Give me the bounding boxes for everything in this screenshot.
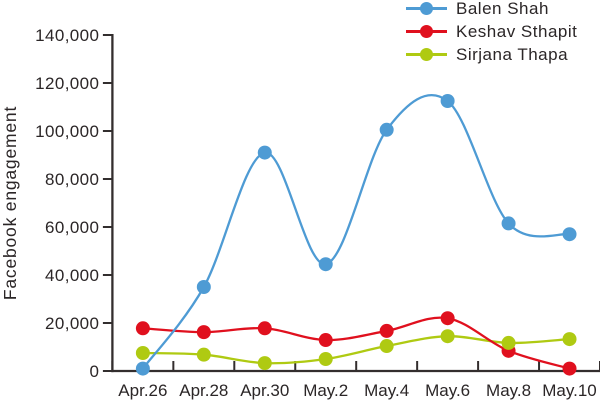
data-point-balen-shah-may-6 bbox=[440, 94, 455, 108]
data-point-keshav-sthapit-may-6 bbox=[440, 311, 455, 326]
x-tick-label: May.6 bbox=[425, 381, 470, 400]
x-tick-label: May.2 bbox=[303, 381, 348, 400]
data-point-keshav-sthapit-apr-30 bbox=[257, 321, 272, 336]
data-point-sirjana-thapa-apr-30 bbox=[257, 356, 272, 371]
data-point-sirjana-thapa-may-8 bbox=[501, 335, 516, 350]
data-point-balen-shah-may-8 bbox=[501, 216, 516, 231]
legend-item-sirjana-thapa: Sirjana Thapa bbox=[406, 43, 577, 66]
y-tick-label: 40,000 bbox=[45, 266, 99, 285]
legend: Balen Shah Keshav Sthapit Sirjana Thapa bbox=[406, 0, 577, 66]
data-point-balen-shah-apr-28 bbox=[196, 280, 211, 294]
x-tick-label: May.8 bbox=[486, 381, 531, 400]
y-tick-label: 20,000 bbox=[45, 314, 99, 333]
data-point-balen-shah-may-10 bbox=[562, 227, 577, 242]
x-tick-label: May.4 bbox=[364, 381, 409, 400]
legend-label: Keshav Sthapit bbox=[456, 21, 578, 41]
x-tick-label: Apr.30 bbox=[240, 381, 289, 400]
legend-label: Sirjana Thapa bbox=[456, 44, 569, 64]
y-tick-label: 100,000 bbox=[35, 122, 99, 141]
data-point-balen-shah-apr-26 bbox=[135, 361, 150, 376]
y-tick-label: 80,000 bbox=[45, 170, 99, 189]
data-point-balen-shah-may-4 bbox=[379, 122, 394, 137]
x-tick-label: Apr.26 bbox=[118, 381, 167, 400]
data-point-sirjana-thapa-apr-26 bbox=[135, 346, 150, 360]
data-point-sirjana-thapa-may-10 bbox=[562, 332, 577, 347]
legend-item-balen-shah: Balen Shah bbox=[406, 0, 577, 20]
data-point-sirjana-thapa-may-2 bbox=[318, 352, 333, 366]
data-point-keshav-sthapit-may-2 bbox=[318, 333, 333, 348]
data-point-keshav-sthapit-may-10 bbox=[562, 361, 577, 376]
data-point-balen-shah-may-2 bbox=[318, 257, 333, 272]
data-point-keshav-sthapit-may-4 bbox=[379, 323, 394, 338]
data-point-sirjana-thapa-may-4 bbox=[379, 339, 394, 354]
data-point-balen-shah-apr-30 bbox=[257, 145, 272, 160]
x-tick-label: May.10 bbox=[542, 381, 597, 400]
data-point-sirjana-thapa-apr-28 bbox=[196, 347, 211, 362]
y-tick-label: 120,000 bbox=[35, 74, 99, 93]
legend-line-marker-icon bbox=[406, 48, 447, 62]
data-point-keshav-sthapit-apr-28 bbox=[196, 325, 211, 340]
x-tick-label: Apr.28 bbox=[179, 381, 228, 400]
legend-item-keshav-sthapit: Keshav Sthapit bbox=[406, 20, 577, 43]
data-point-sirjana-thapa-may-6 bbox=[440, 329, 455, 344]
series-line-keshav-sthapit bbox=[141, 316, 571, 370]
data-point-keshav-sthapit-apr-26 bbox=[135, 321, 150, 336]
legend-line-marker-icon bbox=[406, 2, 447, 16]
legend-line-marker-icon bbox=[406, 25, 447, 39]
y-tick-label: 60,000 bbox=[45, 218, 99, 237]
legend-label: Balen Shah bbox=[456, 0, 549, 18]
series-line-balen-shah bbox=[141, 94, 571, 370]
y-tick-label: 0 bbox=[90, 362, 100, 381]
y-tick-label: 140,000 bbox=[35, 26, 99, 45]
y-axis-title: Facebook engagement bbox=[0, 106, 20, 300]
